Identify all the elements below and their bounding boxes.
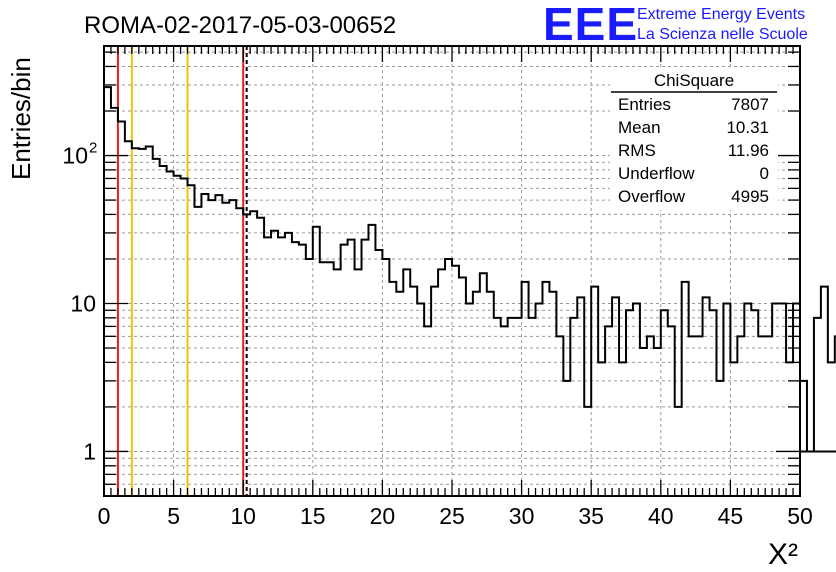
chart-title: ROMA-02-2017-05-03-00652 xyxy=(84,12,396,39)
grid-lines xyxy=(104,46,800,497)
x-tick-label: 5 xyxy=(167,503,180,529)
logo-mark: EEE xyxy=(543,0,638,50)
x-tick-label: 15 xyxy=(300,503,326,529)
logo-line-2: La Scienza nelle Scuole xyxy=(637,26,808,43)
stats-row-value: 10.31 xyxy=(726,118,769,137)
stats-row-label: Overflow xyxy=(618,187,686,206)
x-tick-label: 10 xyxy=(230,503,256,529)
y-tick-label: 10 xyxy=(62,143,88,169)
stats-row-value: 11.96 xyxy=(728,141,769,160)
x-tick-label: 20 xyxy=(370,503,396,529)
axis-ticks xyxy=(103,46,801,497)
stats-row-label: Underflow xyxy=(618,164,695,183)
x-tick-label: 25 xyxy=(439,503,465,529)
x-tick-label: 40 xyxy=(648,503,674,529)
x-tick-labels: 0 5 10 15 20 25 30 35 40 45 50 xyxy=(98,503,813,529)
stats-row-value: 0 xyxy=(760,164,769,183)
x-tick-label: 35 xyxy=(578,503,604,529)
stats-row-label: RMS xyxy=(618,141,656,160)
eee-logo: EEE Extreme Energy Events La Scienza nel… xyxy=(543,0,808,50)
x-tick-label: 0 xyxy=(98,503,111,529)
x-axis-label: X² xyxy=(768,538,798,571)
y-axis-label: Entries/bin xyxy=(6,57,36,180)
stats-row-label: Mean xyxy=(618,118,661,137)
stats-row-value: 4995 xyxy=(731,187,769,206)
stats-row-value: 7807 xyxy=(731,95,769,114)
y-tick-label: 10 xyxy=(70,291,96,317)
x-tick-label: 30 xyxy=(509,503,535,529)
stats-title: ChiSquare xyxy=(654,71,734,90)
stats-row-label: Entries xyxy=(618,95,671,114)
x-tick-label: 50 xyxy=(787,503,813,529)
reference-lines xyxy=(116,46,248,496)
y-tick-label: 1 xyxy=(83,438,96,464)
logo-line-1: Extreme Energy Events xyxy=(637,6,805,23)
x-tick-label: 45 xyxy=(718,503,744,529)
y-tick-label-exponent: 2 xyxy=(89,140,97,157)
stats-rows: Entries 7807 Mean 10.31 RMS 11.96 Underflow 0 Ov… xyxy=(618,95,769,206)
stats-box: ChiSquare Entries 7807 Mean 10.31 RMS 11.96 Un… xyxy=(610,68,778,210)
histogram-line xyxy=(104,86,836,496)
